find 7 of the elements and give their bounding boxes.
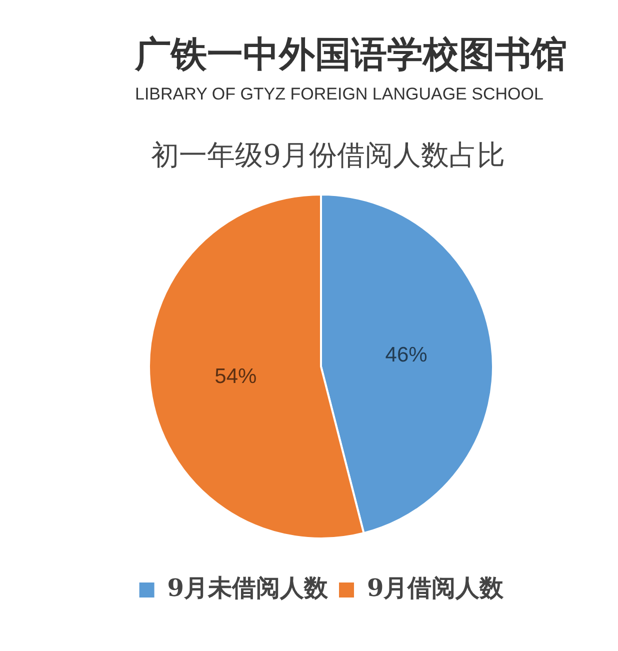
legend-label: 9月未借阅人数 xyxy=(167,573,329,602)
text: 广铁一中外国语学校图书馆 xyxy=(134,34,567,76)
data-label: 54% xyxy=(214,365,257,388)
legend-label: 9月借阅人数 xyxy=(367,573,505,602)
data-label: 46% xyxy=(385,344,428,367)
chart-title: 初一年级9月份借阅人数占比 xyxy=(151,138,505,172)
text: LIBRARY OF GTYZ FOREIGN LANGUAGE SCHOOL xyxy=(135,84,544,104)
